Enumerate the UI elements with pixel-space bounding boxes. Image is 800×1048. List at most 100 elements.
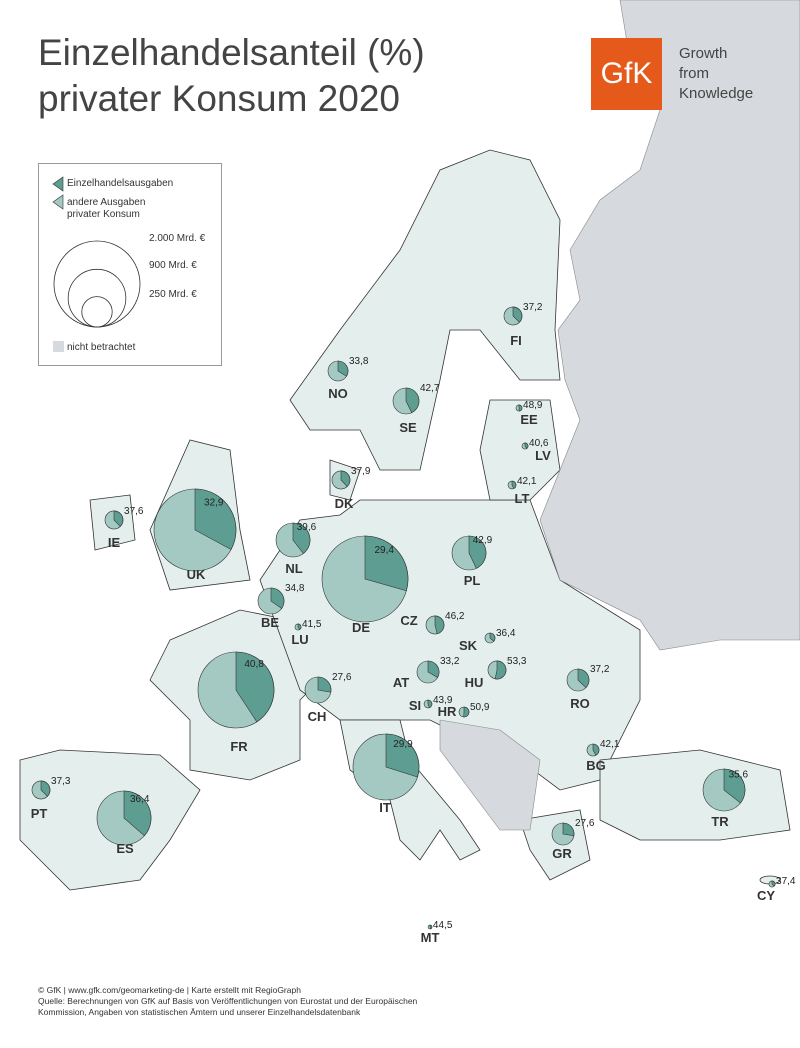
value-label: 42,1 (517, 476, 537, 487)
title: Einzelhandelsanteil (%) privater Konsum … (38, 30, 425, 122)
pie-slice (337, 360, 349, 377)
pie-slice (340, 470, 351, 487)
size-legend-circle (67, 268, 127, 328)
value-label: 46,2 (445, 611, 465, 622)
legend: 2.000 Mrd. € 900 Mrd. € 250 Mrd. € Einzelh… (38, 163, 222, 366)
value-label: 40,8 (244, 659, 264, 670)
pie-slice (270, 587, 285, 609)
value-label: 33,2 (440, 656, 460, 667)
country-code: GR (552, 846, 572, 861)
country-code: IE (108, 535, 121, 550)
value-label: 44,5 (433, 920, 453, 931)
legend-swatch (52, 176, 64, 192)
country-code: BE (261, 615, 279, 630)
legend-swatch (53, 341, 64, 352)
country-code: DK (335, 496, 354, 511)
pie-slice (592, 743, 600, 756)
footer-line: © GfK | www.gfk.com/geomarketing-de | Ka… (38, 985, 301, 995)
country-code: LT (515, 491, 530, 506)
pie-slice (463, 706, 470, 718)
value-label: 37,2 (523, 302, 543, 313)
value-label: 29,4 (374, 545, 394, 556)
size-legend-label: 250 Mrd. € (149, 289, 197, 300)
country-code: SK (459, 638, 478, 653)
value-label: 37,2 (590, 664, 610, 675)
pie-slice (511, 480, 517, 489)
country-code: SE (399, 420, 417, 435)
pie-slice (429, 924, 433, 930)
value-label: 32,9 (204, 497, 224, 508)
pie-slice (468, 535, 487, 569)
country-code: DE (352, 620, 370, 635)
legend-graphic: 2.000 Mrd. € 900 Mrd. € 250 Mrd. € (52, 176, 206, 352)
value-label: 36,4 (496, 628, 516, 639)
size-legend-label: 900 Mrd. € (149, 260, 197, 271)
country-code: FI (510, 333, 522, 348)
value-label: 37,3 (51, 776, 71, 787)
logo-line: Knowledge (679, 85, 754, 102)
pie-slice (297, 623, 302, 631)
value-label: 37,4 (776, 876, 796, 887)
country-code: HU (465, 675, 484, 690)
country-code: EE (520, 412, 538, 427)
value-label: 37,9 (351, 466, 371, 477)
country-code: LU (291, 632, 308, 647)
title-line: Einzelhandelsanteil (%) (38, 32, 425, 73)
value-label: 41,5 (302, 619, 322, 630)
pie-slice (562, 822, 575, 837)
legend-swatch (52, 194, 64, 210)
country-code: LV (535, 448, 551, 463)
pie-slice (385, 733, 420, 778)
country-code: FR (230, 739, 248, 754)
pie-slice (494, 660, 507, 680)
title-line: privater Konsum 2020 (38, 78, 400, 119)
pie-slice (524, 442, 529, 449)
country-code: NO (328, 386, 348, 401)
country-code: CZ (400, 613, 417, 628)
pie-slice (123, 790, 152, 837)
logo-mark: GfK (600, 57, 653, 90)
country-code: TR (711, 814, 729, 829)
value-label: 27,6 (575, 818, 595, 829)
pie-slice (771, 880, 776, 887)
value-label: 37,6 (124, 506, 144, 517)
value-label: 34,8 (285, 583, 305, 594)
value-label: 35,6 (729, 769, 749, 780)
pie-slice (723, 768, 746, 804)
footer-line: Kommission, Angaben von statistischen Äm… (38, 1007, 361, 1017)
country-code: HR (438, 704, 457, 719)
value-label: 50,9 (470, 702, 490, 713)
value-label: 42,9 (473, 535, 493, 546)
pie-slice (427, 699, 433, 709)
value-label: 48,9 (523, 400, 543, 411)
country-code: PT (31, 806, 48, 821)
country-code: BG (586, 758, 606, 773)
land (19, 149, 791, 891)
value-label: 27,6 (332, 672, 352, 683)
value-label: 29,9 (393, 739, 413, 750)
country-code: CY (757, 888, 775, 903)
value-label: 36,4 (130, 794, 150, 805)
legend-label: nicht betrachtet (67, 342, 136, 353)
pie-slice (194, 488, 237, 550)
logo: GfK (591, 38, 662, 110)
pie-slice (292, 522, 311, 554)
pie-slice (113, 510, 124, 527)
value-label: 43,9 (433, 695, 453, 706)
value-label: 53,3 (507, 656, 527, 667)
country-code: CH (308, 709, 327, 724)
pie-slice (40, 780, 51, 797)
pie-slice (405, 387, 420, 414)
pie-slice (427, 660, 440, 678)
footer: © GfK | www.gfk.com/geomarketing-de | Ka… (38, 985, 417, 1018)
logo-text: Growth from Knowledge (679, 44, 753, 104)
value-label: 40,6 (529, 438, 549, 449)
pie-slice (434, 615, 445, 635)
value-label: 42,7 (420, 383, 440, 394)
size-legend-circle (81, 296, 113, 328)
pie-slice (317, 676, 332, 693)
pie-slice (364, 535, 409, 592)
country-code: MT (421, 930, 440, 945)
size-legend-label: 2.000 Mrd. € (149, 233, 206, 244)
country-code: NL (285, 561, 302, 576)
